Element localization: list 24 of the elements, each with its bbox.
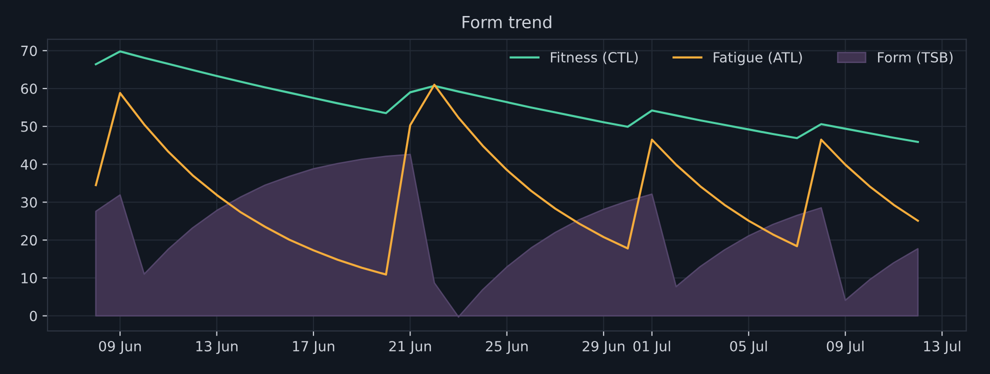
line-series <box>94 50 919 143</box>
x-tick-label: 17 Jun <box>293 341 334 354</box>
y-tick-label: 50 <box>21 121 37 132</box>
y-tick-label: 40 <box>20 159 37 170</box>
x-tick-label: 29 Jun <box>582 340 624 354</box>
y-tick-label: 70 <box>21 46 37 56</box>
x-tick-label: 09 Jul <box>826 340 864 354</box>
x-tick-label: 09 Jun <box>99 340 141 354</box>
x-tick-label: 25 Jun <box>486 340 528 354</box>
y-tick-label: 10 <box>22 272 37 284</box>
x-tick-label: 13 Jul <box>924 340 960 354</box>
x-tick-label: 21 Jun <box>389 340 431 354</box>
x-tick-label: 13 Jun <box>196 340 238 354</box>
legend-label: Fitness (CTL) <box>550 52 638 64</box>
x-tick-label: 01 Jul <box>633 340 670 354</box>
y-tick-label: 30 <box>21 197 37 208</box>
chart-title: Form trend <box>462 15 552 28</box>
y-tick-label: 60 <box>21 83 37 94</box>
legend-label: Form (TSB) <box>878 52 953 64</box>
legend-label: Fatigue (ATL) <box>714 52 802 66</box>
y-tick-label: 0 <box>30 310 37 322</box>
y-tick-label: 20 <box>21 235 37 246</box>
line-series <box>94 84 919 276</box>
x-tick-label: 05 Jul <box>730 340 767 354</box>
